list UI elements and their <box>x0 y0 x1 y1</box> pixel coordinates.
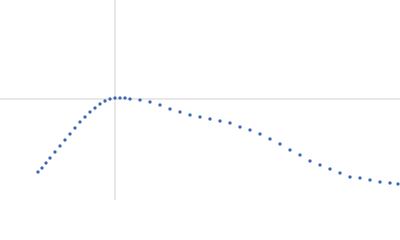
point <box>396 182 400 186</box>
point <box>36 170 40 174</box>
page: {"chart_data": {"type": "scatter", "x": … <box>0 0 400 200</box>
point <box>348 175 352 179</box>
point <box>278 142 282 146</box>
point <box>158 103 162 107</box>
point <box>138 98 142 102</box>
point <box>83 115 87 119</box>
point <box>328 167 332 171</box>
point <box>53 150 57 154</box>
point <box>378 180 382 184</box>
point <box>208 117 212 121</box>
point <box>44 161 48 165</box>
point <box>188 113 192 117</box>
point <box>238 125 242 129</box>
point <box>258 132 262 136</box>
point <box>218 119 222 123</box>
point <box>248 128 252 132</box>
point <box>168 107 172 111</box>
point <box>78 120 82 124</box>
point <box>123 96 127 100</box>
point <box>68 132 72 136</box>
chart <box>0 0 400 200</box>
point <box>93 106 97 110</box>
point <box>48 156 52 160</box>
point <box>288 148 292 152</box>
point <box>63 138 67 142</box>
point <box>118 96 122 100</box>
point <box>228 121 232 125</box>
point <box>148 100 152 104</box>
point <box>88 110 92 114</box>
point <box>113 96 117 100</box>
point <box>308 159 312 163</box>
point <box>40 166 44 170</box>
point <box>103 99 107 103</box>
point <box>58 144 62 148</box>
point <box>318 163 322 167</box>
point <box>268 137 272 141</box>
point <box>128 97 132 101</box>
point <box>73 126 77 130</box>
point <box>368 178 372 182</box>
point <box>108 97 112 101</box>
point <box>358 176 362 180</box>
point <box>388 181 392 185</box>
point <box>298 153 302 157</box>
point <box>98 102 102 106</box>
point <box>338 171 342 175</box>
point <box>178 110 182 114</box>
point <box>198 115 202 119</box>
